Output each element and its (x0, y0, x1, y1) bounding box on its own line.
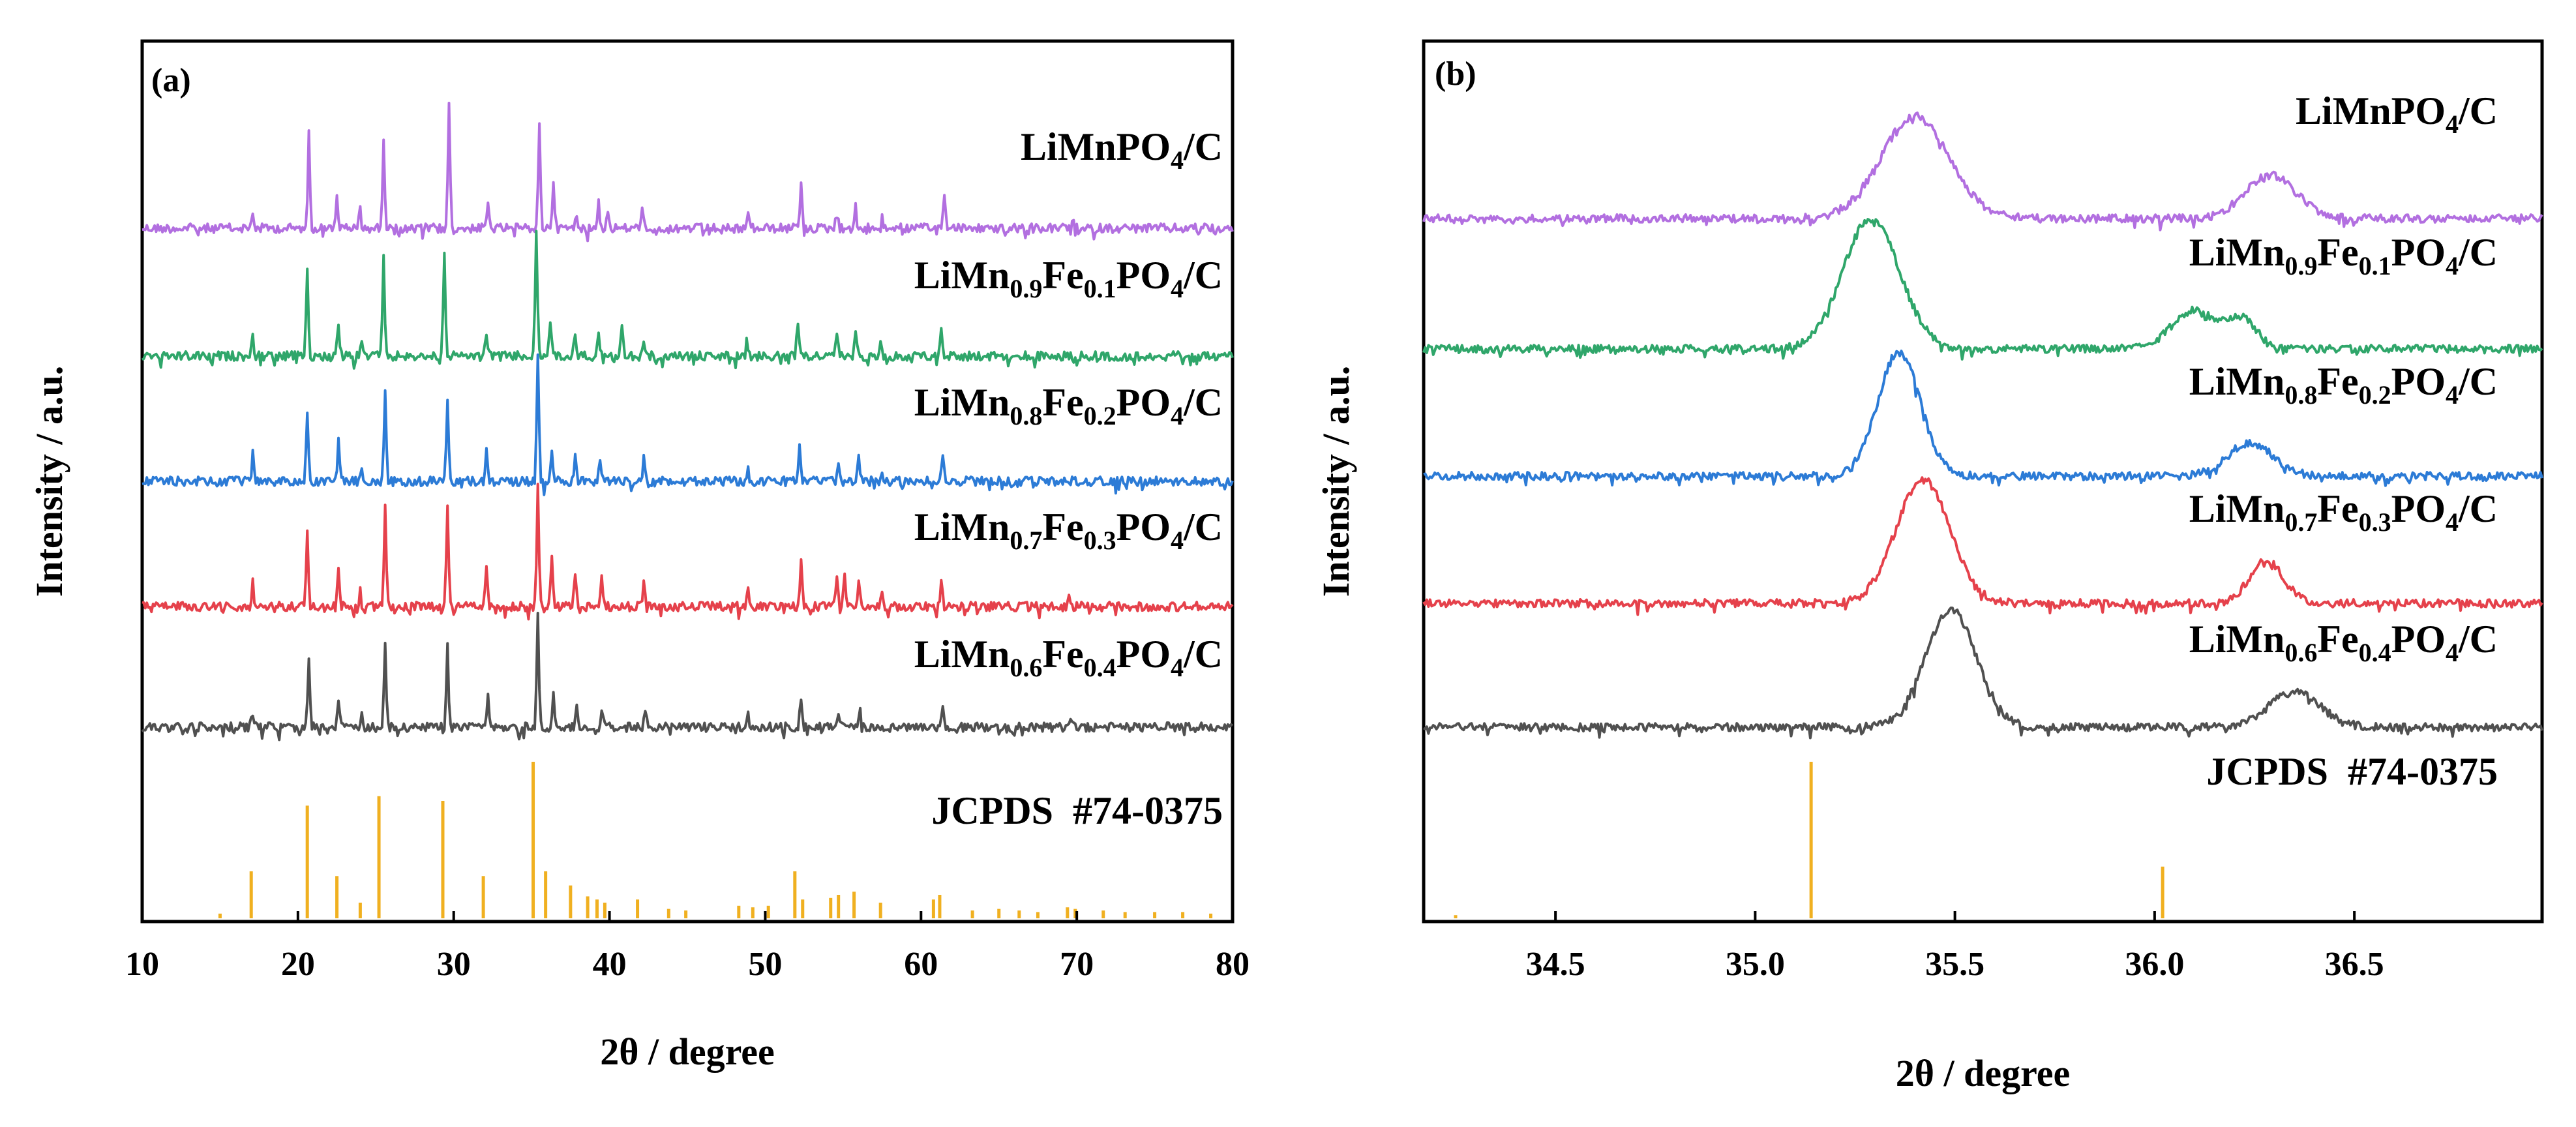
x-tick-label-b-4: 36.0 (2125, 946, 2184, 983)
series-label-b-5: LiMn0.6Fe0.4PO4/C (2189, 618, 2498, 667)
series-line-a-1 (142, 102, 1234, 243)
series-line-a-5 (141, 612, 1234, 742)
x-tick-label-a-6: 60 (904, 946, 938, 983)
series-line-b-4 (1422, 476, 2543, 616)
series-label-b-3: LiMn0.8Fe0.2PO4/C (2189, 360, 2498, 410)
series-line-a-4 (142, 483, 1234, 621)
series-label-b-2: LiMn0.9Fe0.1PO4/C (2189, 231, 2498, 280)
x-tick-label-a-7: 70 (1060, 946, 1094, 983)
series-label-a-3: LiMn0.8Fe0.2PO4/C (914, 381, 1223, 430)
series-line-b-2 (1422, 218, 2543, 361)
reference-label-a: JCPDS #74-0375 (931, 789, 1223, 832)
y-axis-label-b: Intensity / a.u. (1315, 366, 1357, 597)
series-line-a-2 (141, 230, 1234, 370)
x-tick-label-b-3: 35.5 (1925, 946, 1984, 983)
x-tick-label-a-4: 40 (593, 946, 627, 983)
reference-label-b: JCPDS #74-0375 (2206, 750, 2498, 793)
x-tick-label-a-1: 10 (125, 946, 159, 983)
panel-label-b: (b) (1435, 55, 1476, 93)
x-tick-label-b-2: 35.0 (1726, 946, 1785, 983)
series-line-b-1 (1422, 112, 2543, 232)
x-tick-label-a-3: 30 (437, 946, 471, 983)
series-label-a-4: LiMn0.7Fe0.3PO4/C (914, 505, 1223, 555)
panel-label-a: (a) (151, 62, 191, 99)
series-label-b-1: LiMnPO4/C (2296, 89, 2498, 139)
x-tick-label-b-1: 34.5 (1526, 946, 1585, 983)
x-tick-label-b-5: 36.5 (2325, 946, 2384, 983)
y-axis-label-a: Intensity / a.u. (28, 366, 70, 597)
series-label-a-2: LiMn0.9Fe0.1PO4/C (914, 254, 1223, 303)
x-tick-label-a-8: 80 (1216, 946, 1250, 983)
x-tick-label-a-2: 20 (281, 946, 315, 983)
panel-a-chart: (a) LiMnPO4/C LiMn0.9Fe0.1PO4/C LiMn0.8Fe0.… (28, 39, 1250, 1073)
series-line-b-3 (1423, 350, 2543, 487)
plot-frame-b (1422, 39, 2544, 924)
x-axis-label-b: 2θ / degree (1896, 1052, 2071, 1094)
series-line-a-3 (142, 353, 1234, 496)
x-tick-label-a-5: 50 (748, 946, 782, 983)
x-axis-label-a: 2θ / degree (600, 1030, 775, 1073)
series-label-a-5: LiMn0.6Fe0.4PO4/C (914, 633, 1223, 682)
series-label-a-1: LiMnPO4/C (1021, 125, 1223, 175)
series-label-b-4: LiMn0.7Fe0.3PO4/C (2189, 487, 2498, 537)
series-line-b-5 (1423, 607, 2543, 740)
panel-b-chart: (b) LiMnPO4/C LiMn0.9Fe0.1PO4/C LiMn0.8Fe0.… (1315, 39, 2544, 1094)
